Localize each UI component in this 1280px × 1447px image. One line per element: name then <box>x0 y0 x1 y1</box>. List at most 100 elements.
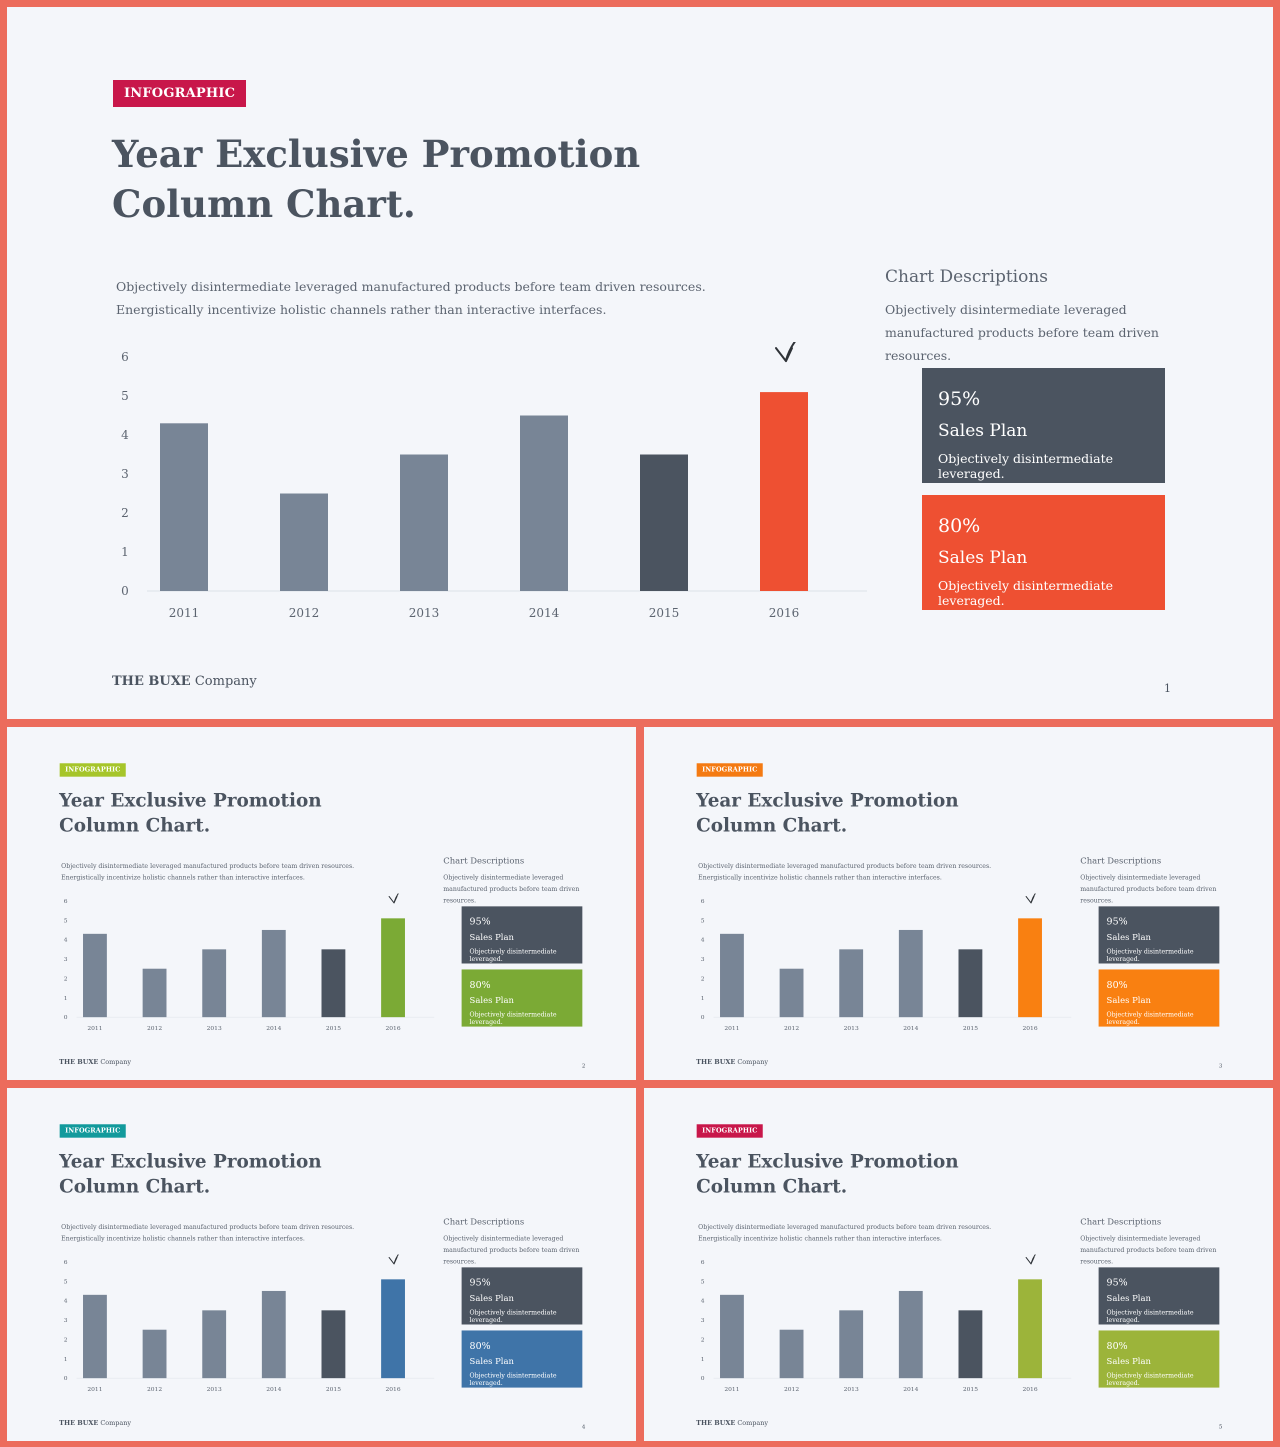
y-tick-label: 5 <box>64 917 68 924</box>
card-plan: Sales Plan <box>938 421 1028 441</box>
slide-title: Year Exclusive Promotion Column Chart. <box>59 1149 407 1199</box>
y-tick-label: 5 <box>121 389 129 403</box>
x-tick-label: 2014 <box>266 1386 281 1393</box>
bar-2012 <box>142 1329 167 1379</box>
page-number: 1 <box>1164 682 1171 695</box>
card-note: Objectively disintermediate leveraged. <box>469 1308 557 1324</box>
x-tick-label: 2013 <box>844 1386 859 1393</box>
infographic-tag: INFOGRAPHIC <box>59 1124 126 1138</box>
x-tick-label: 2011 <box>724 1386 739 1393</box>
bar-2015 <box>321 949 346 1018</box>
footer-brand: THE BUXE Company <box>59 1419 131 1426</box>
bar-2013 <box>202 1310 227 1379</box>
slide-1[interactable]: INFOGRAPHIC Year Exclusive Promotion Col… <box>7 7 1273 719</box>
x-tick-label: 2012 <box>289 606 320 620</box>
title-line-2: Column Chart. <box>59 813 211 836</box>
brand-company: Company <box>194 674 257 689</box>
slide-content: INFOGRAPHIC Year Exclusive Promotion Col… <box>644 727 1273 1080</box>
slide-title: Year Exclusive Promotion Column Chart. <box>112 129 812 229</box>
slide-content: INFOGRAPHIC Year Exclusive Promotion Col… <box>7 1088 636 1441</box>
x-tick-label: 2013 <box>844 1025 859 1032</box>
card-note: Objectively disintermediate leveraged. <box>1106 1308 1194 1324</box>
intro-line-2: Energistically incentivize holistic chan… <box>61 873 305 882</box>
slide-content: INFOGRAPHIC Year Exclusive Promotion Col… <box>644 1088 1273 1441</box>
x-tick-label: 2011 <box>87 1025 102 1032</box>
x-tick-label: 2015 <box>649 606 680 620</box>
sales-card-accent: 80% Sales Plan Objectively disintermedia… <box>922 495 1165 610</box>
bar-2012 <box>779 1329 804 1379</box>
chart-descriptions-title: Chart Descriptions <box>443 1217 525 1228</box>
slide-3[interactable]: INFOGRAPHIC Year Exclusive Promotion Col… <box>644 727 1273 1080</box>
y-tick-label: 3 <box>701 956 705 963</box>
column-chart: 0 1 2 3 4 5 6 2011 2012 2013 2014 2015 2016 <box>64 1254 435 1393</box>
slide-2[interactable]: INFOGRAPHIC Year Exclusive Promotion Col… <box>7 727 636 1080</box>
x-tick-label: 2014 <box>266 1025 281 1032</box>
card-percent: 80% <box>1106 979 1128 991</box>
card-percent: 80% <box>1106 1340 1128 1352</box>
y-tick-label: 2 <box>701 975 705 982</box>
card-note: Objectively disintermediate leveraged. <box>1106 947 1194 963</box>
infographic-tag: INFOGRAPHIC <box>696 1124 763 1138</box>
brand-company: Company <box>737 1058 769 1066</box>
y-tick-label: 5 <box>64 1278 68 1285</box>
y-tick-label: 4 <box>121 428 129 442</box>
footer-brand: THE BUXE Company <box>59 1058 131 1065</box>
bar-2012 <box>280 493 328 591</box>
y-tick-label: 5 <box>701 1278 705 1285</box>
card-note: Objectively disintermediate leveraged. <box>469 1010 557 1026</box>
card-plan: Sales Plan <box>1106 1356 1151 1367</box>
sales-card-dark: 95% Sales Plan Objectively disintermedia… <box>461 906 583 964</box>
bar-2014 <box>898 929 923 1018</box>
sales-card-accent: 80% Sales Plan Objectively disintermedia… <box>461 1330 583 1388</box>
y-tick-label: 2 <box>64 975 68 982</box>
card-percent: 80% <box>469 979 491 991</box>
slide-5[interactable]: INFOGRAPHIC Year Exclusive Promotion Col… <box>644 1088 1273 1441</box>
intro-line-1: Objectively disintermediate leveraged ma… <box>61 1223 355 1231</box>
card-percent: 80% <box>469 1340 491 1352</box>
y-tick-label: 1 <box>121 545 129 559</box>
bar-2015 <box>958 949 983 1018</box>
x-tick-label: 2011 <box>724 1025 739 1032</box>
brand-name: THE BUXE <box>696 1419 736 1427</box>
y-tick-label: 2 <box>121 506 129 520</box>
column-chart: 0 1 2 3 4 5 6 2011 2012 2013 2014 2015 2016 <box>121 342 867 620</box>
footer-brand: THE BUXE Company <box>696 1058 768 1065</box>
slide-4[interactable]: INFOGRAPHIC Year Exclusive Promotion Col… <box>7 1088 636 1441</box>
chart-descriptions-title: Chart Descriptions <box>885 267 1049 287</box>
page-number: 2 <box>581 1062 586 1069</box>
intro-line-2: Energistically incentivize holistic chan… <box>698 873 942 882</box>
x-tick-label: 2014 <box>903 1386 918 1393</box>
slide-title: Year Exclusive Promotion Column Chart. <box>696 788 1044 838</box>
sales-card-accent: 80% Sales Plan Objectively disintermedia… <box>1098 969 1220 1027</box>
bar-2015 <box>640 454 688 591</box>
x-tick-label: 2014 <box>903 1025 918 1032</box>
card-plan: Sales Plan <box>938 548 1028 568</box>
y-tick-label: 2 <box>64 1336 68 1343</box>
card-percent: 95% <box>469 1277 491 1289</box>
sales-card-dark: 95% Sales Plan Objectively disintermedia… <box>1098 1267 1220 1325</box>
brand-name: THE BUXE <box>112 674 191 689</box>
card-plan: Sales Plan <box>469 1293 514 1304</box>
chart-descriptions-text: Objectively disintermediate leveraged ma… <box>1080 1234 1217 1265</box>
y-tick-label: 6 <box>701 1259 705 1266</box>
x-tick-label: 2014 <box>529 606 560 620</box>
x-tick-label: 2013 <box>207 1386 222 1393</box>
brand-company: Company <box>100 1058 132 1066</box>
intro-line-1: Objectively disintermediate leveraged ma… <box>61 862 355 870</box>
card-plan: Sales Plan <box>469 1356 514 1367</box>
page-number: 3 <box>1218 1062 1223 1069</box>
bar-2015 <box>958 1310 983 1379</box>
x-tick-label: 2016 <box>1022 1025 1037 1032</box>
bar-2011 <box>160 423 208 591</box>
y-tick-label: 0 <box>701 1375 705 1382</box>
card-percent: 95% <box>1106 916 1128 928</box>
brand-name: THE BUXE <box>696 1058 736 1066</box>
y-tick-label: 5 <box>701 917 705 924</box>
card-percent: 95% <box>469 916 491 928</box>
chart-descriptions-text: Objectively disintermediate leveraged ma… <box>885 302 1159 363</box>
y-tick-label: 1 <box>701 1356 705 1363</box>
y-tick-label: 0 <box>64 1014 68 1021</box>
sales-card-dark: 95% Sales Plan Objectively disintermedia… <box>1098 906 1220 964</box>
arrow-icon <box>1025 1254 1036 1265</box>
x-tick-label: 2015 <box>963 1386 978 1393</box>
